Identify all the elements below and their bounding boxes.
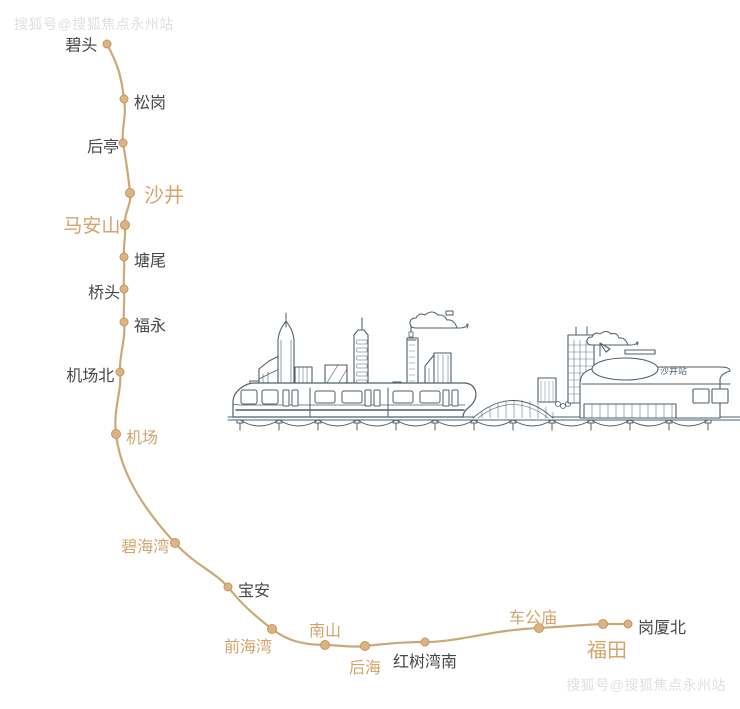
svg-text:沙井站: 沙井站 [660, 365, 687, 376]
